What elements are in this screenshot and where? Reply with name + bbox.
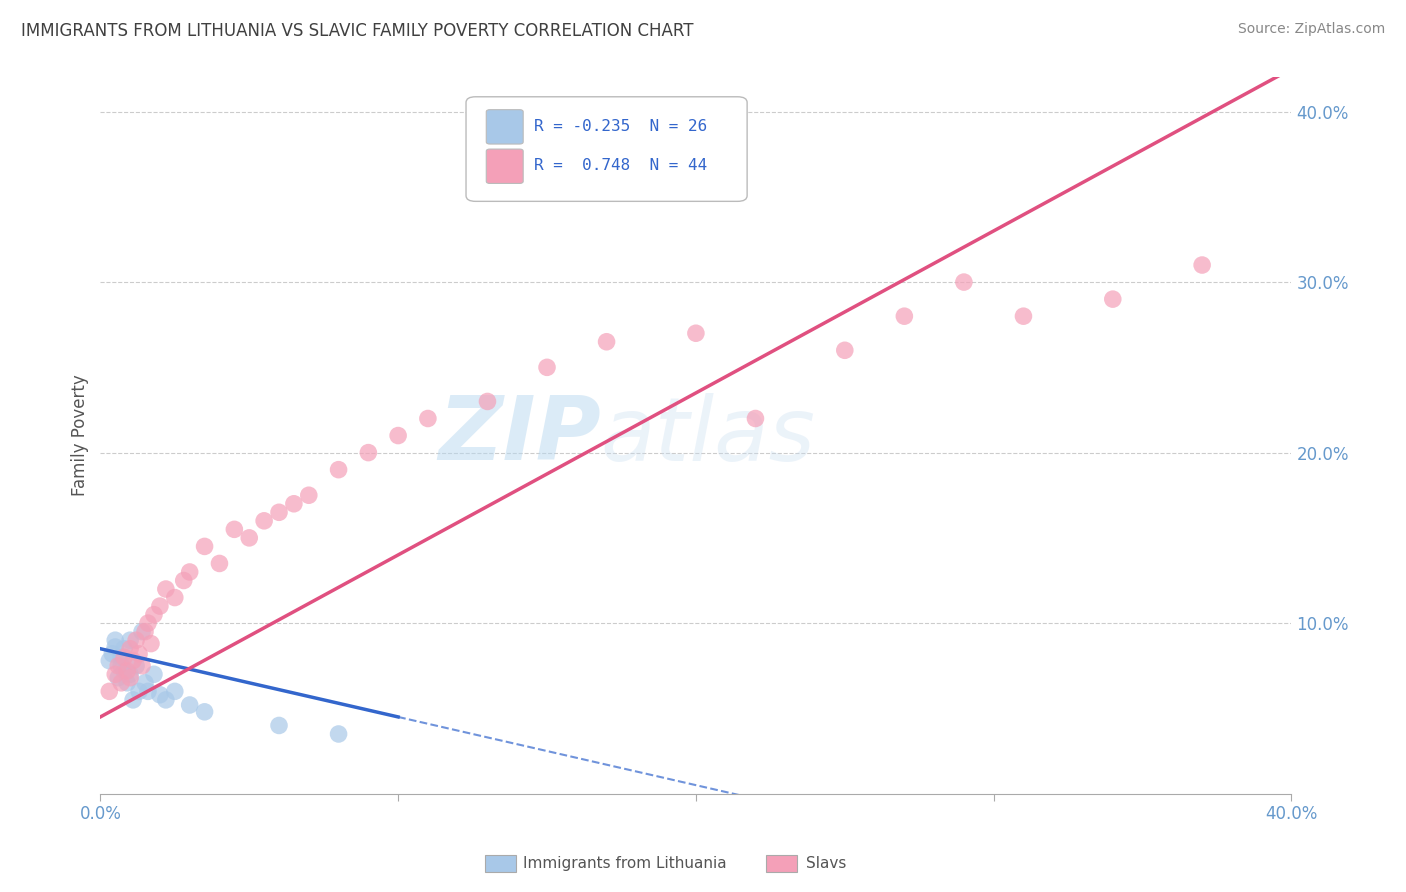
Point: [125, 633, 148, 648]
Point: [128, 684, 150, 698]
Point: [267, 718, 290, 732]
Point: [110, 650, 132, 665]
Text: Immigrants from Lithuania: Immigrants from Lithuania: [523, 856, 727, 871]
Point: [131, 624, 153, 639]
Point: [98, 684, 121, 698]
Point: [834, 343, 856, 358]
Text: Source: ZipAtlas.com: Source: ZipAtlas.com: [1237, 22, 1385, 37]
Point: [1191, 258, 1213, 272]
Point: [149, 688, 172, 702]
Point: [107, 671, 129, 685]
Point: [104, 640, 127, 654]
Point: [110, 676, 132, 690]
Point: [134, 624, 156, 639]
Point: [328, 727, 350, 741]
Point: [328, 463, 350, 477]
Point: [131, 658, 153, 673]
FancyBboxPatch shape: [465, 96, 747, 202]
Point: [357, 445, 380, 459]
Point: [110, 658, 132, 673]
Point: [163, 591, 186, 605]
Point: [283, 497, 305, 511]
Point: [134, 676, 156, 690]
Y-axis label: Family Poverty: Family Poverty: [72, 375, 89, 497]
Text: ZIP: ZIP: [437, 392, 600, 479]
Point: [536, 360, 558, 375]
Point: [120, 667, 142, 681]
Point: [125, 658, 148, 673]
Point: [194, 540, 217, 554]
Text: R =  0.748  N = 44: R = 0.748 N = 44: [534, 158, 707, 173]
Text: IMMIGRANTS FROM LITHUANIA VS SLAVIC FAMILY POVERTY CORRELATION CHART: IMMIGRANTS FROM LITHUANIA VS SLAVIC FAMI…: [21, 22, 693, 40]
Point: [744, 411, 766, 425]
Point: [238, 531, 260, 545]
Point: [595, 334, 617, 349]
Point: [416, 411, 439, 425]
Point: [142, 667, 165, 681]
Point: [179, 565, 201, 579]
Point: [194, 705, 217, 719]
Point: [136, 684, 159, 698]
Point: [104, 633, 127, 648]
Point: [173, 574, 195, 588]
Point: [179, 698, 201, 712]
Point: [120, 641, 142, 656]
Text: atlas: atlas: [600, 392, 815, 478]
Point: [142, 607, 165, 622]
Text: Slavs: Slavs: [806, 856, 846, 871]
Point: [139, 637, 162, 651]
Point: [112, 664, 135, 678]
Point: [115, 664, 138, 678]
Point: [387, 428, 409, 442]
Point: [101, 647, 124, 661]
Point: [253, 514, 276, 528]
Point: [224, 522, 246, 536]
Point: [267, 505, 290, 519]
Point: [477, 394, 499, 409]
Point: [136, 616, 159, 631]
FancyBboxPatch shape: [486, 110, 523, 144]
Point: [122, 654, 145, 668]
Point: [112, 641, 135, 656]
Point: [953, 275, 976, 289]
Point: [1012, 309, 1035, 323]
Point: [155, 693, 177, 707]
Point: [298, 488, 321, 502]
Point: [155, 582, 177, 596]
Text: R = -0.235  N = 26: R = -0.235 N = 26: [534, 119, 707, 134]
Point: [128, 647, 150, 661]
Point: [112, 650, 135, 665]
Point: [685, 326, 707, 341]
Point: [104, 667, 127, 681]
Point: [208, 557, 231, 571]
FancyBboxPatch shape: [486, 149, 523, 184]
Point: [120, 633, 142, 648]
Point: [893, 309, 915, 323]
Point: [115, 676, 138, 690]
Point: [163, 684, 186, 698]
Point: [122, 693, 145, 707]
Point: [149, 599, 172, 613]
Point: [98, 654, 121, 668]
Point: [120, 671, 142, 685]
Point: [1101, 292, 1123, 306]
Point: [107, 658, 129, 673]
